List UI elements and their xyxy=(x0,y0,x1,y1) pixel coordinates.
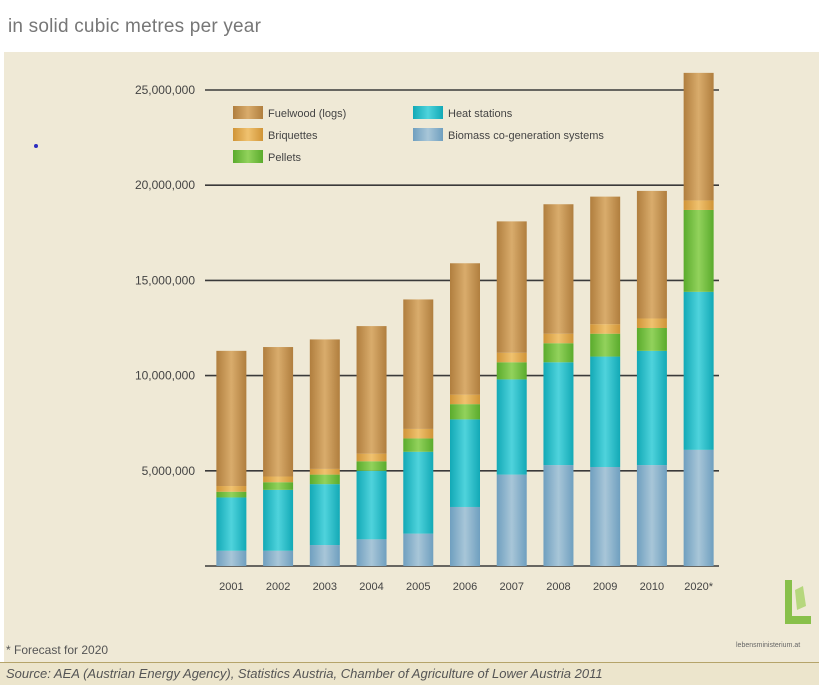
bar-segment xyxy=(309,484,340,546)
bar-segment xyxy=(216,486,247,492)
chart-title: in solid cubic metres per year xyxy=(8,16,262,37)
bar-segment xyxy=(450,404,480,420)
bar-segment xyxy=(216,550,247,566)
bar-segment xyxy=(309,545,340,566)
bars xyxy=(216,72,714,566)
x-tick-label: 2005 xyxy=(406,581,430,593)
bar-segment xyxy=(683,72,714,201)
y-tick-label: 5,000,000 xyxy=(142,464,196,478)
bar-segment xyxy=(683,449,714,566)
bar-segment xyxy=(309,468,340,475)
bar-segment xyxy=(403,438,434,452)
bar-segment xyxy=(543,362,574,466)
x-tick-label: 2003 xyxy=(313,581,337,593)
bar-segment xyxy=(309,474,340,485)
y-axis: 5,000,000 10,000,000 15,000,000 20,000,000 2… xyxy=(135,83,195,478)
bar-segment xyxy=(543,343,574,363)
bar-segment xyxy=(590,356,621,467)
y-tick-label: 20,000,000 xyxy=(135,178,195,192)
bar-segment xyxy=(543,465,574,566)
bar-segment xyxy=(636,328,667,351)
x-tick-label: 2007 xyxy=(499,581,523,593)
bar-segment xyxy=(356,461,387,471)
bar-segment xyxy=(309,339,340,469)
legend-swatch xyxy=(413,106,443,119)
bar-segment xyxy=(263,489,294,551)
legend: Fuelwood (logs) Briquettes Pellets Heat sta… xyxy=(233,106,604,164)
legend-label: Heat stations xyxy=(448,108,513,120)
bar-segment xyxy=(450,506,480,566)
legend-swatch xyxy=(233,128,263,141)
dot-marker xyxy=(34,144,38,148)
bar-segment xyxy=(636,318,667,328)
bar-segment xyxy=(496,362,527,380)
bar-segment xyxy=(543,204,574,334)
bar-segment xyxy=(403,428,434,439)
bar-segment xyxy=(450,394,480,405)
bar-segment xyxy=(636,350,667,466)
bar-segment xyxy=(590,196,621,325)
x-tick-label: 2002 xyxy=(266,581,290,593)
x-tick-label: 2010 xyxy=(640,581,664,593)
bar-segment xyxy=(263,550,294,566)
bar-segment xyxy=(403,299,434,429)
legend-swatch xyxy=(233,106,263,119)
legend-swatch xyxy=(233,150,263,163)
bar-segment xyxy=(496,474,527,566)
bar-segment xyxy=(543,333,574,344)
bar-segment xyxy=(683,209,714,292)
bar-segment xyxy=(403,451,434,534)
bar-segment xyxy=(636,190,667,319)
bar-segment xyxy=(216,491,247,498)
footnote: * Forecast for 2020 xyxy=(6,643,109,657)
legend-label: Biomass co-generation systems xyxy=(448,130,604,142)
y-tick-label: 10,000,000 xyxy=(135,369,195,383)
bar-segment xyxy=(356,326,387,454)
x-tick-label: 2004 xyxy=(359,581,383,593)
x-tick-label: 2006 xyxy=(453,581,477,593)
x-tick-label: 2020* xyxy=(684,581,713,593)
bar-segment xyxy=(263,482,294,490)
bar-segment xyxy=(356,453,387,462)
bar-segment xyxy=(403,533,434,566)
x-tick-label: 2008 xyxy=(546,581,570,593)
bar-segment xyxy=(683,200,714,210)
bar-segment xyxy=(590,324,621,334)
bar-segment xyxy=(496,352,527,363)
brand-logo xyxy=(785,580,811,624)
legend-swatch xyxy=(413,128,443,141)
bar-segment xyxy=(263,347,294,477)
bar-segment xyxy=(496,221,527,353)
bar-segment xyxy=(590,333,621,357)
x-tick-label: 2009 xyxy=(593,581,617,593)
bar-segment xyxy=(450,263,480,395)
source-bar: Source: AEA (Austrian Energy Agency), St… xyxy=(0,662,819,685)
bar-segment xyxy=(590,466,621,566)
website-label: lebensministerium.at xyxy=(736,642,801,649)
x-axis: 2001 2002 2003 2004 2005 2006 2007 2008 2009 2010… xyxy=(219,581,714,593)
bar-segment xyxy=(683,291,714,450)
bar-segment xyxy=(216,350,247,487)
x-tick-label: 2001 xyxy=(219,581,243,593)
source-text: Source: AEA (Austrian Energy Agency), St… xyxy=(6,666,603,681)
bar-segment xyxy=(263,476,294,483)
bar-segment xyxy=(450,419,480,507)
bar-segment xyxy=(636,465,667,566)
legend-label: Briquettes xyxy=(268,130,318,142)
legend-label: Fuelwood (logs) xyxy=(268,108,346,120)
y-tick-label: 15,000,000 xyxy=(135,273,195,287)
bar-segment xyxy=(216,497,247,551)
bar-segment xyxy=(356,539,387,566)
legend-label: Pellets xyxy=(268,152,302,164)
bar-segment xyxy=(496,379,527,475)
bar-segment xyxy=(356,470,387,540)
y-tick-label: 25,000,000 xyxy=(135,83,195,97)
